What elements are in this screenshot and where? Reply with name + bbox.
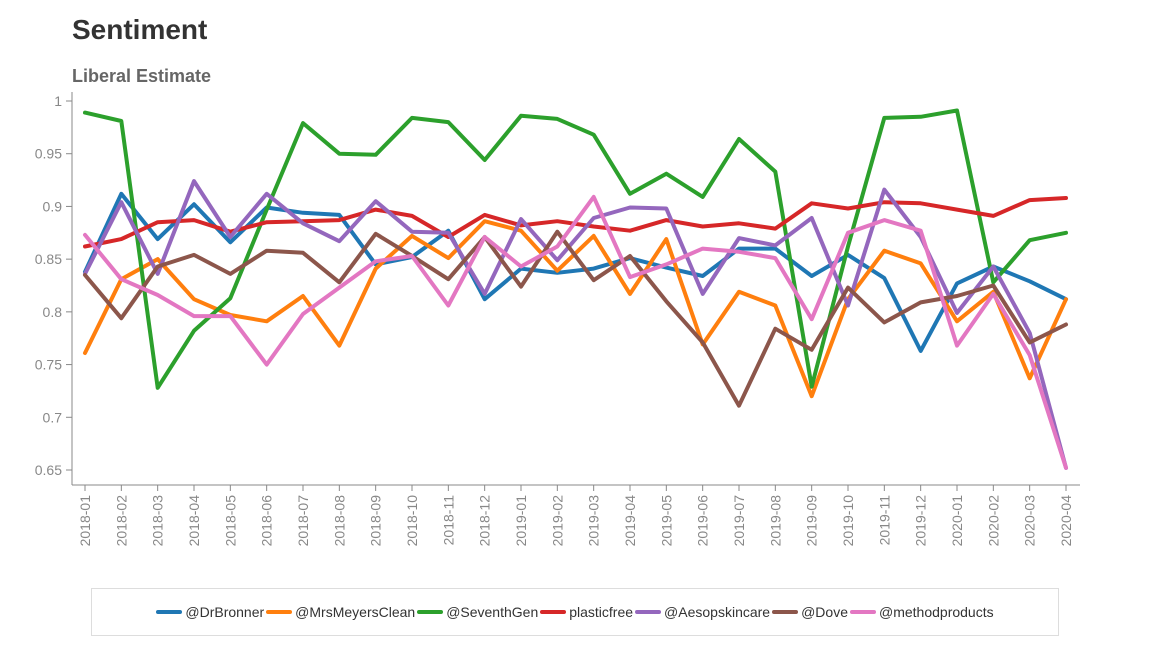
x-tick-label: 2018-08 <box>331 495 347 547</box>
y-tick-label: 0.65 <box>35 462 62 478</box>
x-tick-label: 2018-07 <box>295 495 311 547</box>
legend-label: @MrsMeyersClean <box>295 604 416 620</box>
legend-swatch <box>266 610 293 614</box>
x-tick-label: 2019-06 <box>695 495 711 547</box>
x-tick-label: 2019-05 <box>658 495 674 547</box>
x-tick-label: 2019-01 <box>513 495 529 547</box>
y-tick-label: 0.9 <box>43 198 63 214</box>
x-tick-label: 2019-09 <box>804 495 820 547</box>
x-tick-label: 2018-02 <box>113 495 129 547</box>
x-tick-label: 2019-08 <box>767 495 783 547</box>
legend-item: @methodproducts <box>850 604 994 620</box>
y-tick-label: 0.95 <box>35 146 62 162</box>
legend-item: @DrBronner <box>156 604 264 620</box>
legend-item: @MrsMeyersClean <box>266 604 415 620</box>
legend-swatch <box>635 610 662 614</box>
x-tick-label: 2019-12 <box>913 495 929 547</box>
series-line <box>83 229 1068 408</box>
x-tick-label: 2019-03 <box>586 495 602 547</box>
legend-item: plasticfree <box>540 604 633 620</box>
series-line <box>83 108 1068 390</box>
x-tick-label: 2018-10 <box>404 495 420 547</box>
x-tick-label: 2018-09 <box>368 495 384 547</box>
y-tick-label: 0.7 <box>43 409 63 425</box>
series-line <box>83 179 1068 470</box>
x-tick-label: 2018-11 <box>440 495 456 546</box>
x-tick-label: 2019-11 <box>876 495 892 546</box>
x-tick-label: 2018-06 <box>259 495 275 547</box>
x-tick-label: 2020-04 <box>1058 495 1074 547</box>
x-tick-label: 2018-12 <box>477 495 493 547</box>
y-tick-label: 1 <box>54 93 62 109</box>
legend-label: @methodproducts <box>879 604 994 620</box>
x-tick-label: 2018-03 <box>150 495 166 547</box>
x-tick-label: 2020-01 <box>949 495 965 547</box>
chart-legend: @DrBronner @MrsMeyersClean @SeventhGen plas… <box>91 588 1059 636</box>
legend-swatch <box>772 610 799 614</box>
y-tick-label: 0.85 <box>35 251 62 267</box>
chart-title: Sentiment <box>72 14 208 45</box>
legend-item: @Aesopskincare <box>635 604 770 620</box>
legend-label: @DrBronner <box>185 604 265 620</box>
x-tick-label: 2020-02 <box>985 495 1001 547</box>
y-tick-label: 0.8 <box>43 304 63 320</box>
series-line <box>83 219 1068 399</box>
x-tick-label: 2019-07 <box>731 495 747 547</box>
x-tick-label: 2018-04 <box>186 495 202 547</box>
legend-label: @SeventhGen <box>446 604 539 620</box>
x-tick-label: 2020-03 <box>1022 495 1038 547</box>
legend-swatch <box>850 610 876 614</box>
legend-label: @Aesopskincare <box>664 604 771 620</box>
x-tick-label: 2018-05 <box>222 495 238 547</box>
x-tick-label: 2019-10 <box>840 495 856 547</box>
x-tick-label: 2018-01 <box>77 495 93 547</box>
x-tick-label: 2019-02 <box>549 495 565 547</box>
legend-label: plasticfree <box>569 604 634 620</box>
legend-swatch <box>417 610 444 614</box>
legend-swatch <box>540 610 567 614</box>
legend-item: @SeventhGen <box>417 604 538 620</box>
chart-subtitle: Liberal Estimate <box>72 66 212 86</box>
series-line <box>83 194 1068 470</box>
legend-label: @Dove <box>801 604 848 620</box>
legend-swatch <box>156 610 183 614</box>
y-tick-label: 0.75 <box>35 357 62 373</box>
x-tick-label: 2019-04 <box>622 495 638 547</box>
legend-item: @Dove <box>772 604 848 620</box>
